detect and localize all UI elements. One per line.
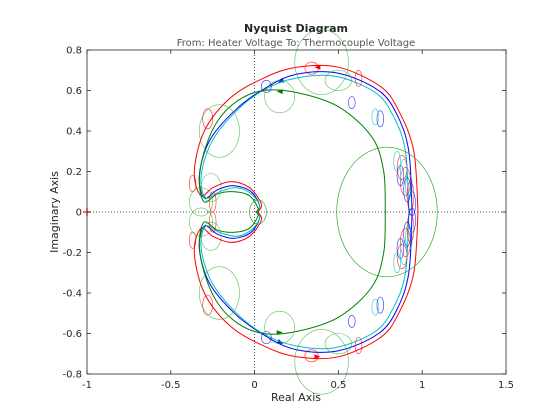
y-tick-label: -0.6: [62, 329, 82, 340]
chart-subtitle: From: Heater Voltage To: Thermocouple Vo…: [177, 38, 416, 49]
uncertainty-loop-cyan-2-lower: [405, 225, 413, 251]
uncertainty-loop-blue-1-upper: [403, 177, 411, 203]
uncertainty-loop-green-0-upper: [294, 29, 349, 95]
x-tick-label: 0.5: [330, 380, 346, 391]
y-tick-label: 0.8: [66, 46, 82, 57]
direction-arrow-upper-0: [314, 64, 321, 70]
uncertainty-loop-green-0-lower: [294, 329, 349, 395]
x-tick-label: 1: [419, 380, 425, 391]
y-tick-label: 0.4: [66, 127, 82, 138]
uncertainty-loop-cyan-3-upper: [371, 108, 379, 126]
uncertainty-loop-red-3-lower: [304, 349, 319, 363]
uncertainty-loop-blue-3-upper: [376, 110, 384, 128]
nyquist-curve-upper-2: [200, 74, 410, 213]
nyquist-curve-lower-1: [198, 211, 413, 353]
nyquist-curve-lower-3: [198, 211, 386, 335]
uncertainty-loop-green-4-lower: [189, 187, 214, 217]
uncertainty-loop-cyan-0-lower: [393, 252, 401, 274]
nyquist-curve-upper-3: [198, 89, 386, 213]
y-tick-label: -0.8: [62, 370, 82, 381]
x-axis-label: Real Axis: [271, 391, 321, 404]
y-axis-label: Imaginary Axis: [48, 171, 61, 253]
x-tick-label: -0.5: [161, 380, 181, 391]
direction-arrow-lower-0: [314, 354, 321, 360]
uncertainty-loop-blue-1-lower: [403, 221, 411, 247]
nyquist-curves: [193, 64, 419, 360]
uncertainty-loop-green-6-lower: [324, 333, 353, 355]
y-tick-label: -0.2: [62, 248, 82, 259]
uncertainty-loop-green-1-lower: [336, 146, 438, 278]
nyquist-curve-lower-0: [193, 211, 419, 360]
uncertainty-loop-blue-4-upper: [348, 96, 356, 109]
x-tick-label: 0: [251, 380, 257, 391]
uncertainty-loop-red-3-upper: [304, 61, 319, 75]
uncertainty-loop-red-5-upper: [202, 108, 213, 130]
uncertainty-loop-blue-2-lower: [408, 207, 416, 233]
uncertainty-loop-cyan-2-upper: [405, 173, 413, 199]
uncertainty-loop-green-6-upper: [324, 70, 353, 91]
uncertainty-loop-green-2-upper: [198, 104, 240, 158]
uncertainty-loop-blue-5-upper: [260, 80, 272, 93]
uncertainty-loop-cyan-1-upper: [400, 159, 408, 185]
uncertainty-loop-blue-2-upper: [408, 191, 416, 217]
nyquist-curve-lower-2: [200, 211, 410, 350]
y-tick-label: -0.4: [62, 289, 82, 300]
direction-arrow-lower-3: [276, 330, 283, 336]
uncertainty-loop-red-5-lower: [202, 294, 213, 316]
nyquist-curve-upper-0: [193, 64, 419, 213]
uncertainty-loop-green-4-upper: [189, 207, 214, 237]
uncertainty-loop-red-4-upper: [354, 70, 363, 87]
uncertainty-loop-cyan-3-lower: [371, 298, 379, 316]
uncertainty-loop-blue-5-lower: [260, 331, 272, 344]
uncertainty-loop-green-5-upper: [264, 80, 296, 114]
uncertainty-loop-cyan-1-lower: [400, 240, 408, 266]
x-tick-label: -1: [82, 380, 92, 391]
zero-reference-lines: [87, 50, 506, 374]
uncertainty-loop-green-7-lower: [249, 199, 267, 225]
y-tick-label: 0.6: [66, 86, 82, 97]
axes-background: [87, 50, 506, 374]
y-tick-label: 0.2: [66, 167, 82, 178]
uncertainty-loop-blue-4-lower: [348, 314, 356, 328]
uncertainty-loop-blue-3-lower: [376, 296, 384, 314]
x-tick-label: 1.5: [498, 380, 514, 391]
direction-arrow-upper-3: [276, 89, 283, 95]
chart-title: Nyquist Diagram: [244, 22, 348, 35]
uncertainty-loop-green-2-lower: [198, 266, 240, 320]
y-tick-label: 0: [76, 208, 82, 219]
axis-ticks: -1 -0.5 0 0.5 1 1.5 -0.8 -0.6 -0.4 -0.2 0 0.2 0.4 0.6…: [62, 46, 513, 392]
uncertainty-loops: [188, 29, 438, 395]
nyquist-curve-upper-1: [198, 71, 413, 213]
uncertainty-loop-cyan-0-upper: [393, 150, 401, 172]
uncertainty-loop-red-4-lower: [354, 337, 363, 355]
uncertainty-loop-green-5-lower: [264, 310, 296, 344]
